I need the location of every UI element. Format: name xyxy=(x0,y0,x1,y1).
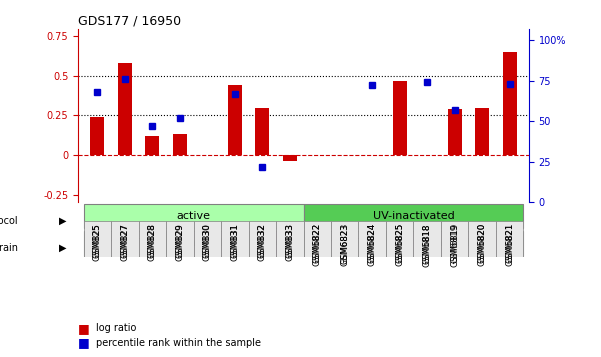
Text: GSM6818: GSM6818 xyxy=(423,223,432,267)
FancyBboxPatch shape xyxy=(304,221,331,257)
Text: ▶: ▶ xyxy=(59,216,66,226)
Bar xyxy=(475,107,489,155)
Bar xyxy=(118,63,132,155)
Text: fhCMV-H: fhCMV-H xyxy=(434,238,475,248)
Text: GSM833: GSM833 xyxy=(285,223,294,261)
Text: GSM6823: GSM6823 xyxy=(340,223,349,263)
Text: GSM6825: GSM6825 xyxy=(395,223,404,263)
Text: GSM6822: GSM6822 xyxy=(313,223,322,263)
Text: GSM6821: GSM6821 xyxy=(505,223,514,263)
Text: log ratio: log ratio xyxy=(96,323,136,333)
FancyBboxPatch shape xyxy=(249,231,304,256)
Bar xyxy=(91,117,104,155)
Text: UV-inactivated: UV-inactivated xyxy=(373,211,454,221)
FancyBboxPatch shape xyxy=(304,204,523,228)
FancyBboxPatch shape xyxy=(111,221,139,257)
FancyBboxPatch shape xyxy=(249,221,276,257)
Text: GSM6821: GSM6821 xyxy=(505,223,514,266)
FancyBboxPatch shape xyxy=(276,221,304,257)
Text: GSM829: GSM829 xyxy=(175,223,185,261)
Text: ▶: ▶ xyxy=(59,243,66,253)
Text: active: active xyxy=(177,211,210,221)
FancyBboxPatch shape xyxy=(496,221,523,257)
Bar xyxy=(173,135,187,155)
FancyBboxPatch shape xyxy=(84,204,304,228)
Bar xyxy=(393,81,406,155)
Text: GSM828: GSM828 xyxy=(148,223,157,261)
Text: GSM827: GSM827 xyxy=(120,223,129,258)
FancyBboxPatch shape xyxy=(386,231,523,256)
Text: GSM833: GSM833 xyxy=(285,223,294,258)
Bar xyxy=(448,109,462,155)
FancyBboxPatch shape xyxy=(441,221,468,257)
Text: GSM831: GSM831 xyxy=(230,223,239,261)
FancyBboxPatch shape xyxy=(194,221,221,257)
FancyBboxPatch shape xyxy=(304,231,386,256)
Text: fhCMV-T: fhCMV-T xyxy=(105,238,145,248)
Text: GSM825: GSM825 xyxy=(93,223,102,261)
Text: GSM828: GSM828 xyxy=(148,223,157,258)
FancyBboxPatch shape xyxy=(166,221,194,257)
FancyBboxPatch shape xyxy=(84,231,166,256)
Text: GSM827: GSM827 xyxy=(120,223,129,261)
Text: GSM825: GSM825 xyxy=(93,223,102,258)
Text: ■: ■ xyxy=(78,322,90,335)
Text: GSM831: GSM831 xyxy=(230,223,239,258)
Text: GSM6822: GSM6822 xyxy=(313,223,322,266)
Text: GSM832: GSM832 xyxy=(258,223,267,261)
Text: GSM6819: GSM6819 xyxy=(450,223,459,267)
FancyBboxPatch shape xyxy=(166,231,249,256)
Text: fhCMV-T: fhCMV-T xyxy=(325,238,364,248)
Text: GSM6818: GSM6818 xyxy=(423,223,432,263)
Text: GSM6819: GSM6819 xyxy=(450,223,459,263)
Text: CMV_AD169: CMV_AD169 xyxy=(252,239,299,248)
Text: GDS177 / 16950: GDS177 / 16950 xyxy=(78,14,182,27)
Text: GSM6825: GSM6825 xyxy=(395,223,404,266)
Text: GSM830: GSM830 xyxy=(203,223,212,258)
Text: fhCMV-H: fhCMV-H xyxy=(186,238,228,248)
FancyBboxPatch shape xyxy=(331,221,358,257)
Text: GSM6820: GSM6820 xyxy=(478,223,487,266)
Text: GSM6820: GSM6820 xyxy=(478,223,487,263)
FancyBboxPatch shape xyxy=(358,221,386,257)
Text: protocol: protocol xyxy=(0,216,18,226)
FancyBboxPatch shape xyxy=(413,221,441,257)
Text: GSM6823: GSM6823 xyxy=(340,223,349,266)
Text: GSM6824: GSM6824 xyxy=(368,223,377,263)
Bar xyxy=(228,85,242,155)
Text: percentile rank within the sample: percentile rank within the sample xyxy=(96,338,261,348)
Bar xyxy=(503,52,516,155)
Text: GSM830: GSM830 xyxy=(203,223,212,261)
FancyBboxPatch shape xyxy=(221,221,249,257)
Text: ■: ■ xyxy=(78,336,90,349)
FancyBboxPatch shape xyxy=(468,221,496,257)
FancyBboxPatch shape xyxy=(139,221,166,257)
Bar xyxy=(255,107,269,155)
FancyBboxPatch shape xyxy=(84,221,111,257)
Text: GSM832: GSM832 xyxy=(258,223,267,258)
Text: strain: strain xyxy=(0,243,18,253)
Bar xyxy=(283,155,297,161)
Text: GSM829: GSM829 xyxy=(175,223,185,258)
FancyBboxPatch shape xyxy=(386,221,413,257)
Text: GSM6824: GSM6824 xyxy=(368,223,377,266)
Bar xyxy=(145,136,159,155)
